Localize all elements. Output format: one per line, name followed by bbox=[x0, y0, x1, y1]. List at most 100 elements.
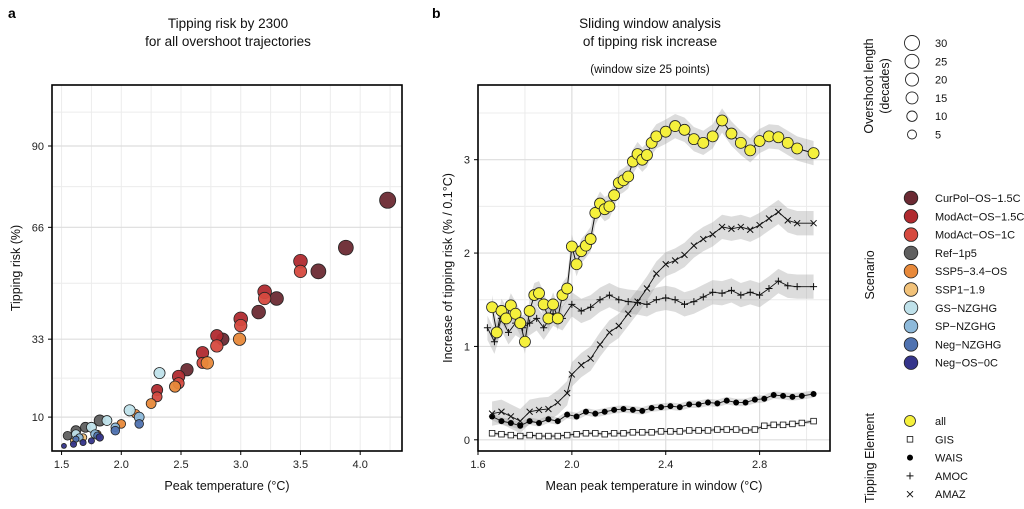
marker-wais bbox=[517, 422, 524, 429]
marker-all bbox=[781, 136, 794, 149]
marker-all bbox=[622, 170, 635, 183]
b-x-tick-label: 2.8 bbox=[752, 459, 767, 471]
marker-gis bbox=[798, 419, 806, 427]
marker-gis bbox=[779, 421, 787, 429]
panel-a-title: Tipping risk by 2300 bbox=[168, 16, 288, 31]
marker-gis bbox=[554, 432, 561, 440]
point-curpol-os-1-5c bbox=[251, 304, 266, 320]
point-modact-os-1c bbox=[258, 291, 272, 306]
marker-amoc bbox=[490, 338, 498, 346]
marker-amoc bbox=[774, 277, 782, 285]
marker-amoc bbox=[568, 300, 576, 308]
marker-wais bbox=[554, 418, 561, 425]
marker-amaz bbox=[643, 285, 651, 292]
marker-amaz bbox=[545, 405, 552, 413]
point-modact-os-1c bbox=[234, 319, 248, 333]
marker-all bbox=[565, 240, 578, 253]
point-curpol-os-1-5c bbox=[379, 191, 397, 209]
marker-wais bbox=[648, 405, 655, 412]
marker-amaz bbox=[587, 355, 594, 362]
marker-all bbox=[697, 136, 710, 149]
marker-wais bbox=[704, 399, 711, 406]
legend-size-label: 20 bbox=[935, 75, 947, 87]
marker-all bbox=[659, 125, 672, 138]
legend-element-marker bbox=[906, 436, 914, 443]
legend-size-circle bbox=[904, 35, 920, 51]
point-modact-os-1c bbox=[293, 264, 308, 278]
legend-scenario-swatch bbox=[903, 209, 919, 224]
point-modact-os-1c bbox=[210, 339, 224, 353]
marker-amoc bbox=[624, 298, 632, 306]
marker-amoc bbox=[784, 282, 792, 290]
point-curpol-os-1-5c bbox=[338, 239, 354, 256]
legend-scenario-swatch bbox=[903, 355, 919, 370]
marker-wais bbox=[592, 410, 599, 417]
marker-amaz bbox=[728, 225, 735, 233]
marker-wais bbox=[676, 404, 683, 411]
legend-size-circle bbox=[907, 129, 917, 140]
marker-gis bbox=[507, 431, 515, 439]
point-neg-nzghg bbox=[110, 425, 121, 436]
marker-wais bbox=[582, 408, 589, 415]
marker-wais bbox=[770, 391, 777, 398]
a-x-tick-label: 1.5 bbox=[54, 459, 69, 471]
marker-gis bbox=[676, 428, 684, 435]
b-y-tick-label: 1 bbox=[464, 341, 470, 353]
marker-amaz bbox=[634, 298, 641, 305]
legend-size-circle bbox=[904, 53, 920, 69]
legend-size-label: 25 bbox=[935, 56, 947, 68]
marker-amoc bbox=[643, 300, 651, 308]
legend-scenario-swatch bbox=[903, 190, 919, 206]
marker-wais bbox=[601, 408, 608, 415]
panel-a-chart: Tipping risk by 2300 for all overshoot t… bbox=[9, 16, 403, 493]
marker-amaz bbox=[624, 310, 632, 318]
legend-overshoot-length: Overshoot length (decades) 30 25 20 15 10 5 bbox=[862, 35, 947, 142]
point-gs-nzghg bbox=[101, 415, 113, 426]
marker-amoc bbox=[540, 324, 548, 332]
legend-size-label: 10 bbox=[935, 111, 947, 123]
marker-gis bbox=[639, 429, 646, 436]
a-x-tick-label: 4.0 bbox=[353, 459, 368, 471]
point-neg-nzghg bbox=[134, 419, 144, 429]
legend-size-title: Overshoot length bbox=[862, 38, 876, 133]
point-ssp5-3-4-os bbox=[200, 356, 214, 370]
marker-amoc bbox=[671, 296, 679, 304]
marker-amaz bbox=[526, 408, 533, 416]
marker-all bbox=[509, 307, 522, 320]
legend-size-label: 15 bbox=[935, 93, 947, 105]
legend-scenario-label: CurPol−OS−1.5C bbox=[935, 193, 1021, 205]
marker-all bbox=[490, 326, 503, 339]
marker-amaz bbox=[699, 235, 707, 243]
marker-amaz bbox=[718, 223, 726, 231]
legend-tipping-element: Tipping Element all GIS WAIS AMOC AMAZ bbox=[863, 413, 968, 503]
marker-wais bbox=[695, 401, 702, 408]
marker-wais bbox=[639, 407, 646, 414]
a-x-tick-label: 2.5 bbox=[173, 459, 188, 471]
marker-all bbox=[561, 282, 574, 295]
legend-scenario-swatch bbox=[903, 300, 919, 316]
legend-scenario-label: SSP1−1.9 bbox=[935, 285, 985, 297]
marker-all bbox=[519, 335, 531, 348]
a-x-tick-label: 3.0 bbox=[233, 459, 248, 471]
marker-all bbox=[514, 317, 527, 329]
panel-b-y-label: Increase of tipping risk (% / 0.1°C) bbox=[441, 173, 455, 363]
legend-element-marker bbox=[906, 472, 914, 480]
marker-all bbox=[551, 312, 564, 325]
panel-b-title: Sliding window analysis bbox=[579, 16, 721, 31]
marker-all bbox=[584, 233, 597, 245]
point-neg-os-0c bbox=[70, 440, 78, 448]
marker-gis bbox=[517, 432, 524, 440]
legend-scenario-swatch bbox=[903, 337, 919, 352]
panel-b-title-line2: of tipping risk increase bbox=[583, 34, 717, 49]
marker-wais bbox=[667, 403, 674, 410]
marker-amaz bbox=[681, 251, 688, 259]
marker-amaz bbox=[775, 208, 782, 216]
marker-wais bbox=[507, 419, 514, 426]
marker-wais bbox=[564, 411, 571, 418]
marker-all bbox=[603, 200, 616, 213]
marker-all bbox=[791, 142, 804, 155]
marker-gis bbox=[742, 427, 749, 434]
b-x-tick-label: 1.6 bbox=[470, 459, 485, 471]
marker-gis bbox=[657, 428, 665, 435]
marker-gis bbox=[723, 426, 730, 433]
